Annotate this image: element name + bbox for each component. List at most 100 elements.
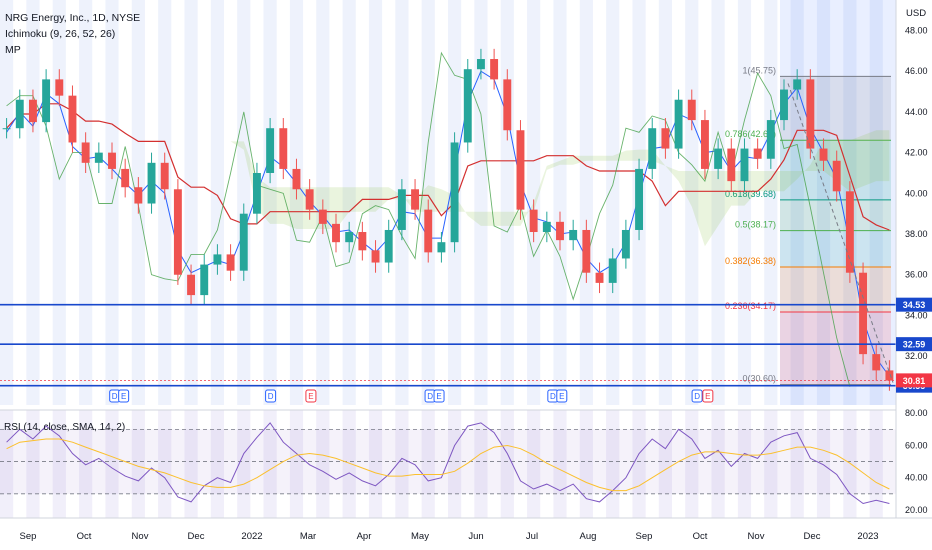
price-tag-label: 32.59: [903, 340, 926, 350]
candle: [569, 229, 578, 241]
time-tick-label: Nov: [748, 531, 765, 542]
candle: [503, 79, 512, 131]
candle: [542, 221, 551, 233]
price-tag: [896, 337, 932, 352]
price-tick-label: 48.00: [905, 26, 928, 36]
rsi-legend[interactable]: RSI (14, close, SMA, 14, 2): [4, 422, 126, 433]
currency-label: USD: [906, 8, 927, 19]
candle: [700, 120, 709, 169]
candle: [872, 354, 881, 371]
background-stripe: [131, 410, 145, 518]
candle: [582, 229, 591, 273]
background-stripe: [658, 410, 672, 518]
candle: [94, 152, 103, 163]
candle: [160, 162, 169, 190]
background-stripe: [368, 410, 383, 518]
event-marker-label: D: [694, 392, 700, 401]
background-stripe: [210, 0, 224, 405]
candle: [345, 232, 354, 243]
event-marker-label: E: [705, 392, 710, 401]
time-tick-label: Dec: [188, 531, 205, 542]
candle: [819, 148, 828, 161]
background-stripe: [474, 410, 488, 518]
candle: [2, 128, 11, 130]
background-stripe: [737, 0, 752, 405]
legend: NRG Energy, Inc., 1D, NYSE Ichimoku (9, …: [5, 10, 140, 58]
event-marker: [433, 389, 445, 403]
candle: [213, 254, 222, 265]
background-stripe: [105, 410, 119, 518]
background-stripe: [553, 410, 567, 518]
background-stripe: [289, 410, 304, 518]
candle: [121, 168, 130, 188]
event-marker: [702, 389, 714, 403]
background-stripe: [52, 410, 66, 518]
background-stripe: [237, 410, 251, 518]
background-stripe: [368, 0, 383, 405]
candle: [173, 189, 182, 275]
candle: [766, 120, 775, 159]
candle: [226, 254, 235, 271]
background-stripe: [395, 410, 409, 518]
background-stripe: [790, 410, 804, 518]
background-stripe: [737, 410, 752, 518]
candle: [476, 59, 485, 70]
time-tick-label: Aug: [580, 531, 597, 542]
price-tag: [896, 373, 932, 388]
candle: [279, 128, 288, 169]
background-stripe: [237, 0, 251, 405]
candle: [832, 160, 841, 192]
price-tag: [896, 297, 932, 312]
event-marker: [265, 389, 277, 403]
candle: [753, 148, 762, 159]
background-stripe: [316, 410, 330, 518]
fib-zone: [780, 311, 891, 385]
candle: [793, 79, 802, 90]
time-tick-label: Dec: [804, 531, 821, 542]
candle: [437, 242, 446, 253]
price-tick-label: 46.00: [905, 66, 928, 76]
ichimoku-cloud: [85, 103, 890, 247]
background-stripe: [158, 410, 172, 518]
candle: [661, 128, 670, 149]
chikou-line: [6, 51, 851, 387]
candle: [266, 128, 275, 173]
candle: [463, 69, 472, 143]
price-tick-label: 34.00: [905, 310, 928, 320]
candle: [529, 209, 538, 233]
background-stripe: [764, 0, 778, 405]
price-pane[interactable]: 1(45.75) 0.786(42.61) 0.618(39.68) 0.5(38.1…: [0, 48, 896, 403]
rsi-tick-label: 20.00: [905, 505, 928, 515]
candle: [55, 79, 64, 96]
background-stripe: [184, 0, 198, 405]
fib-level-label: 1(45.75): [742, 65, 776, 75]
time-tick-label: Sep: [20, 531, 37, 542]
candle: [714, 148, 723, 169]
symbol-title[interactable]: NRG Energy, Inc., 1D, NYSE: [5, 12, 141, 24]
fib-level-label: 0.5(38.17): [735, 220, 776, 230]
rsi-pane[interactable]: [0, 409, 896, 505]
background-stripe: [606, 0, 620, 405]
candle: [384, 229, 393, 263]
candle: [252, 172, 261, 214]
candle: [371, 250, 380, 263]
mp-legend[interactable]: MP: [5, 44, 21, 56]
event-marker-label: D: [427, 392, 433, 401]
price-tick-label: 36.00: [905, 270, 928, 280]
ichimoku-legend[interactable]: Ichimoku (9, 26, 52, 26): [5, 28, 116, 40]
fib-level-label: 0.786(42.61): [725, 129, 776, 139]
event-marker-label: E: [436, 392, 441, 401]
background-stripe: [790, 0, 804, 405]
event-marker-label: E: [121, 392, 126, 401]
candle: [397, 189, 406, 230]
background-stripe: [658, 0, 672, 405]
background-stripe: [843, 410, 857, 518]
candle: [108, 152, 116, 169]
candle: [621, 229, 630, 259]
background-stripe: [527, 410, 541, 518]
background-stripe: [500, 410, 514, 518]
background-stripe: [448, 410, 462, 518]
time-tick-label: Oct: [693, 531, 708, 542]
